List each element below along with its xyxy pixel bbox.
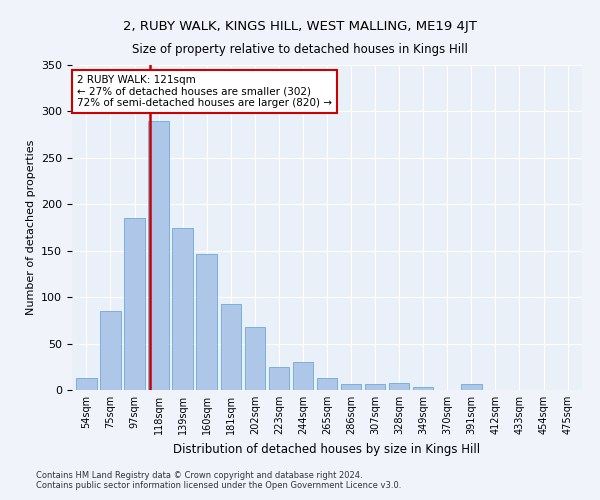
X-axis label: Distribution of detached houses by size in Kings Hill: Distribution of detached houses by size … [173,442,481,456]
Bar [124,218,145,390]
Bar [221,304,241,390]
Bar [341,384,361,390]
Bar [148,120,169,390]
Bar [413,387,433,390]
Bar [365,384,385,390]
Bar [76,378,97,390]
Text: 2 RUBY WALK: 121sqm
← 27% of detached houses are smaller (302)
72% of semi-detac: 2 RUBY WALK: 121sqm ← 27% of detached ho… [77,74,332,108]
Bar [196,254,217,390]
Text: Contains HM Land Registry data © Crown copyright and database right 2024.: Contains HM Land Registry data © Crown c… [36,470,362,480]
Bar [100,311,121,390]
Bar [317,378,337,390]
Bar [172,228,193,390]
Bar [461,384,482,390]
Y-axis label: Number of detached properties: Number of detached properties [26,140,35,315]
Text: 2, RUBY WALK, KINGS HILL, WEST MALLING, ME19 4JT: 2, RUBY WALK, KINGS HILL, WEST MALLING, … [123,20,477,33]
Text: Contains public sector information licensed under the Open Government Licence v3: Contains public sector information licen… [36,480,401,490]
Bar [293,362,313,390]
Text: Size of property relative to detached houses in Kings Hill: Size of property relative to detached ho… [132,42,468,56]
Bar [389,382,409,390]
Bar [245,327,265,390]
Bar [269,367,289,390]
